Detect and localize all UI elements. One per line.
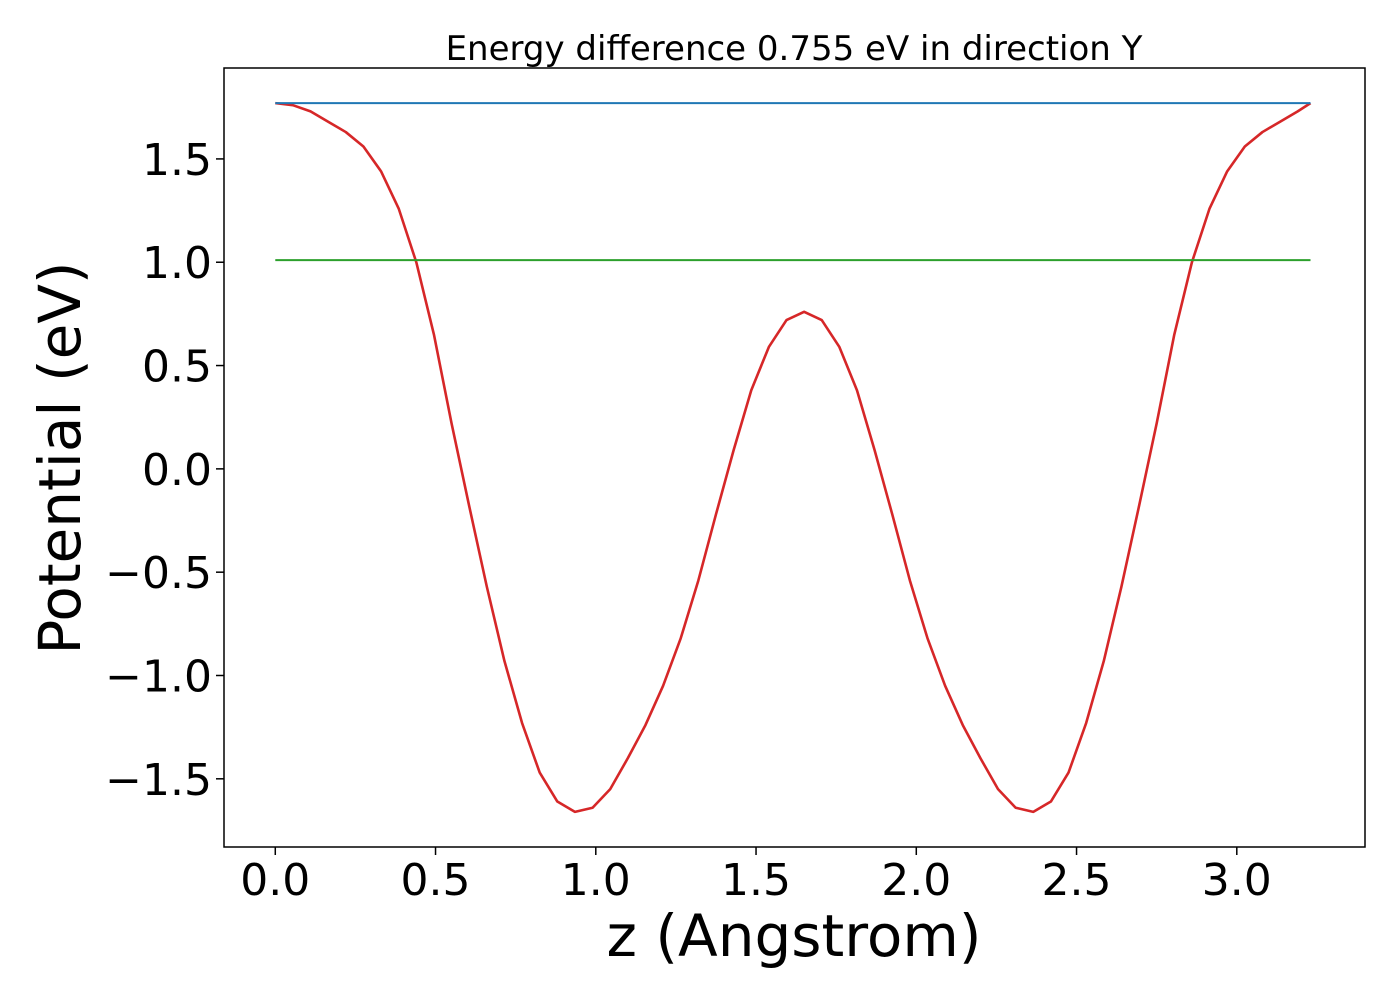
y-tick-label: 0.5	[142, 342, 212, 393]
x-tick-label: 2.0	[881, 855, 951, 906]
y-tick-label: 1.0	[142, 238, 212, 289]
series-line-0	[275, 101, 1312, 814]
y-tick-label: 1.5	[142, 135, 212, 186]
y-axis-ticks: −1.5 −1.0 −0.5 0.0 0.5 1.0 1.5	[105, 135, 224, 806]
y-axis-label: Potential (eV)	[26, 261, 94, 654]
x-tick-label: 0.0	[240, 855, 310, 906]
x-tick-label: 0.5	[401, 855, 471, 906]
x-tick-label: 1.5	[721, 855, 791, 906]
x-axis-ticks: 0.0 0.5 1.0 1.5 2.0 2.5 3.0	[240, 847, 1272, 906]
x-tick-label: 3.0	[1202, 855, 1272, 906]
x-axis-label: z (Angstrom)	[607, 902, 982, 970]
x-tick-label: 1.0	[561, 855, 631, 906]
y-tick-label: 0.0	[142, 445, 212, 496]
y-tick-label: −1.0	[105, 651, 212, 702]
y-tick-label: −0.5	[105, 548, 212, 599]
x-tick-label: 2.5	[1042, 855, 1112, 906]
y-tick-label: −1.5	[105, 755, 212, 806]
plot-area-frame	[223, 67, 1366, 848]
chart-title: Energy difference 0.755 eV in direction …	[446, 29, 1143, 69]
series-group	[275, 101, 1312, 814]
